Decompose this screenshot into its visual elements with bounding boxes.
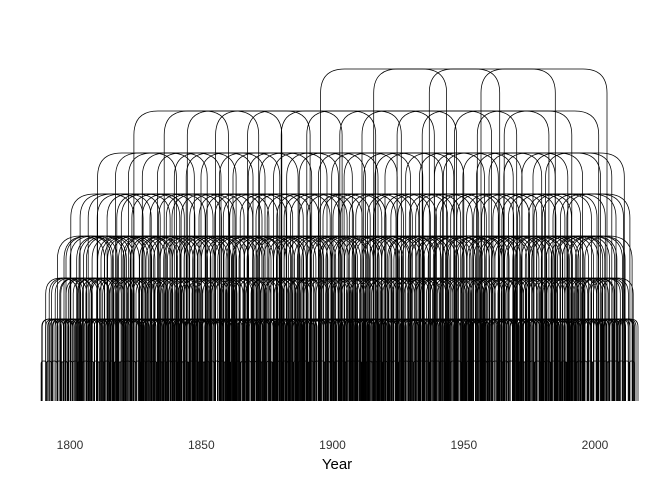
arc-mark-531 [333, 277, 366, 401]
arc-mark-712 [485, 235, 534, 401]
arc-mark-838 [421, 110, 518, 401]
arc-mark-827 [545, 152, 625, 401]
arc-mark-337 [51, 318, 69, 401]
arc-mark-633 [153, 235, 202, 401]
arc-mark-845 [480, 68, 608, 401]
arc-mark-553 [408, 277, 441, 401]
arc-mark-842 [320, 68, 447, 401]
arc-mark-828 [133, 110, 229, 401]
arc-mark-735 [584, 235, 633, 401]
arc-mark-841 [503, 110, 600, 401]
x-tick-label-2000: 2000 [582, 438, 609, 452]
arc-mark-610 [57, 235, 105, 401]
arc-mark-4 [61, 360, 68, 401]
arc-mark-831 [215, 110, 311, 401]
arc-mark-336 [47, 318, 65, 401]
arcs-layer [40, 68, 639, 401]
x-axis-ticks: 1800 1850 1900 1950 2000 [57, 438, 609, 452]
arc-mark-613 [69, 235, 118, 401]
arc-mark-628 [132, 235, 181, 401]
arc-mark-445 [618, 318, 635, 401]
arc-mark-650 [225, 235, 274, 401]
arc-mark-834 [306, 110, 402, 401]
arc-mark-442 [602, 318, 620, 401]
x-tick-label-1850: 1850 [188, 438, 215, 452]
arc-mark-836 [361, 110, 457, 401]
arc-mark-671 [313, 235, 361, 401]
x-tick-label-1950: 1950 [450, 438, 477, 452]
x-tick-label-1900: 1900 [319, 438, 346, 452]
arc-mark-608 [596, 277, 629, 401]
arc-mark-703 [447, 235, 496, 401]
arc-mark-648 [217, 235, 266, 401]
arc-mark-843 [373, 68, 501, 401]
arc-mark-453 [67, 277, 101, 401]
x-tick-label-1800: 1800 [57, 438, 84, 452]
x-axis-title: Year [322, 456, 352, 473]
arc-mark-844 [428, 68, 556, 401]
